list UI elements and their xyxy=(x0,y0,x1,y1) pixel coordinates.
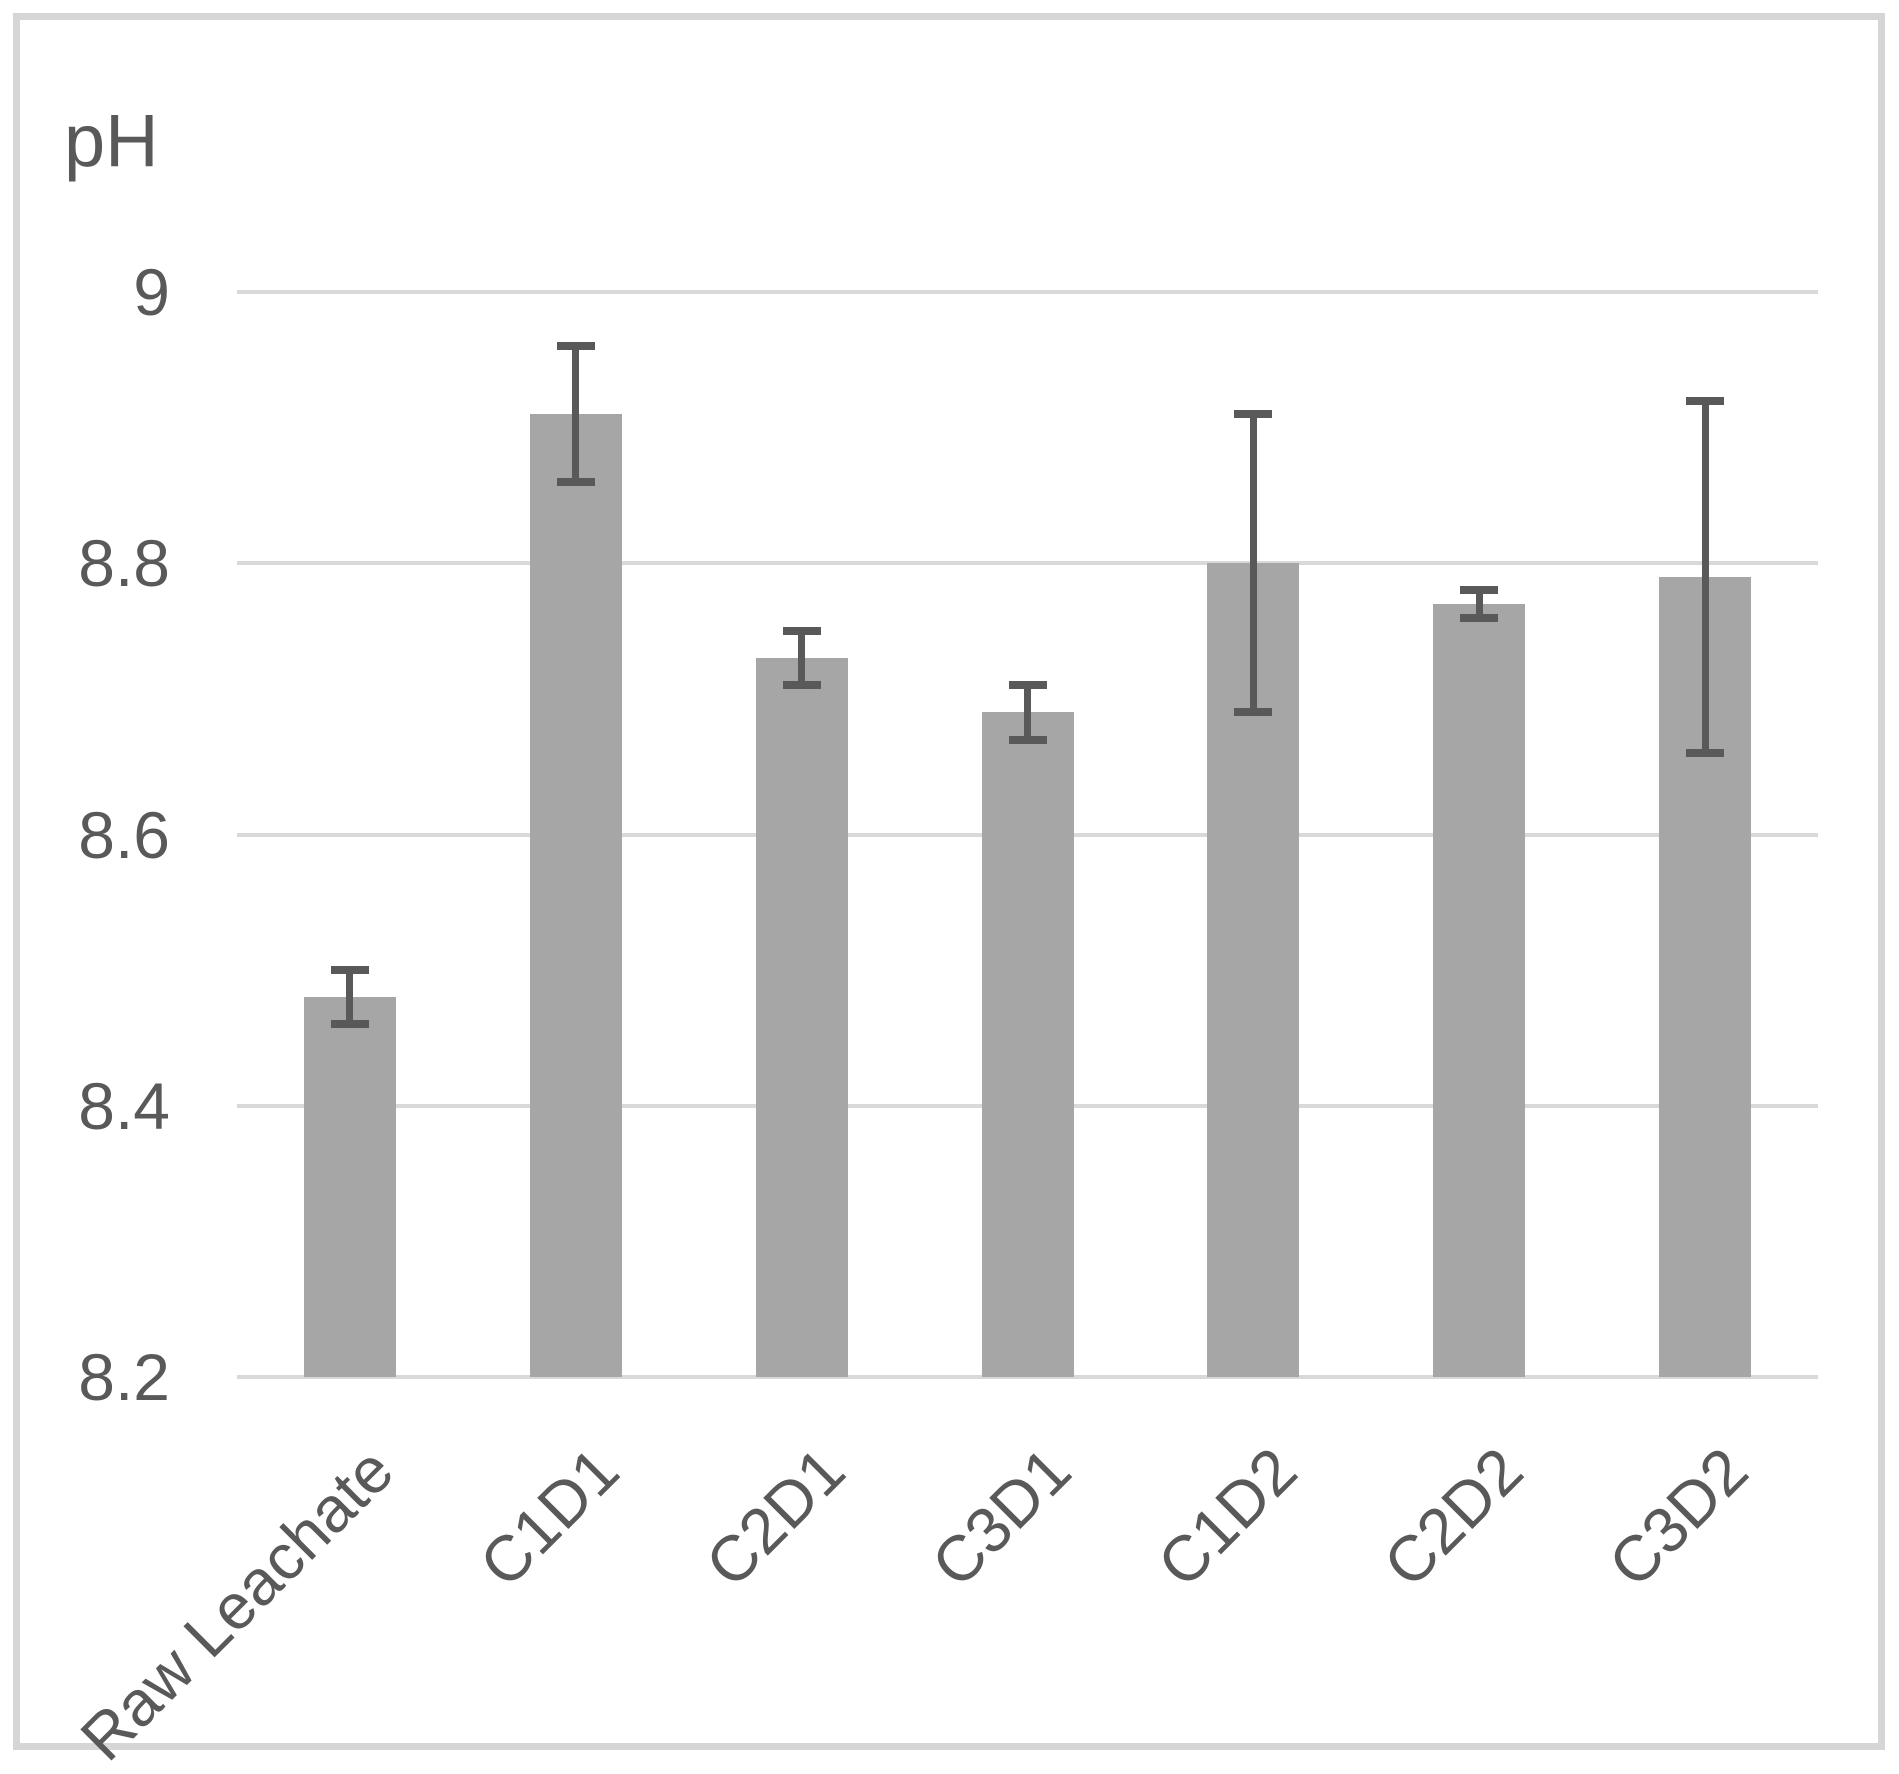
error-bar-cap xyxy=(782,681,821,690)
x-tick-label-c3d2: C3D2 xyxy=(1595,1433,1762,1601)
bar-raw-leachate xyxy=(303,997,396,1377)
x-tick-label-c1d1: C1D1 xyxy=(465,1433,633,1601)
y-gridline xyxy=(237,290,1818,294)
error-bar-line xyxy=(346,970,354,1025)
error-bar-cap xyxy=(556,342,595,351)
bar-c1d1 xyxy=(529,414,622,1377)
chart-title: pH xyxy=(64,99,159,182)
error-bar-line xyxy=(1701,400,1709,754)
y-tick-label: 8.8 xyxy=(78,526,170,601)
error-bar-line xyxy=(1475,590,1483,618)
error-bar-line xyxy=(798,631,806,686)
x-tick-label-c2d1: C2D1 xyxy=(691,1433,859,1601)
error-bar-cap xyxy=(1686,749,1725,758)
y-tick-label: 8.6 xyxy=(78,797,170,872)
error-bar-cap xyxy=(1008,681,1047,690)
y-tick-label: 8.2 xyxy=(78,1340,170,1414)
y-tick-label: 8.4 xyxy=(78,1068,170,1143)
error-bar-cap xyxy=(1686,396,1725,405)
x-tick-label-c3d1: C3D1 xyxy=(917,1433,1085,1601)
bar-c2d1 xyxy=(755,658,848,1377)
error-bar-cap xyxy=(1460,613,1499,622)
error-bar-cap xyxy=(556,477,595,486)
x-tick-label-c2d2: C2D2 xyxy=(1369,1433,1537,1601)
y-gridline xyxy=(237,1375,1818,1379)
error-bar-cap xyxy=(330,1020,369,1029)
x-tick-label-c1d2: C1D2 xyxy=(1143,1433,1311,1601)
error-bar-cap xyxy=(1234,708,1273,717)
error-bar-cap xyxy=(330,966,369,975)
bar-c2d2 xyxy=(1433,603,1526,1377)
y-gridline xyxy=(237,561,1818,566)
error-bar-line xyxy=(572,346,580,482)
error-bar-cap xyxy=(1460,586,1499,595)
error-bar-line xyxy=(1249,414,1257,713)
error-bar-line xyxy=(1024,685,1031,740)
error-bar-cap xyxy=(1234,410,1273,419)
bar-c3d1 xyxy=(981,712,1074,1377)
y-tick-label: 9 xyxy=(133,255,170,329)
error-bar-cap xyxy=(782,627,821,636)
x-tick-label-raw-leachate: Raw Leachate xyxy=(66,1433,407,1774)
chart-frame xyxy=(13,13,1885,1750)
error-bar-cap xyxy=(1008,735,1047,744)
